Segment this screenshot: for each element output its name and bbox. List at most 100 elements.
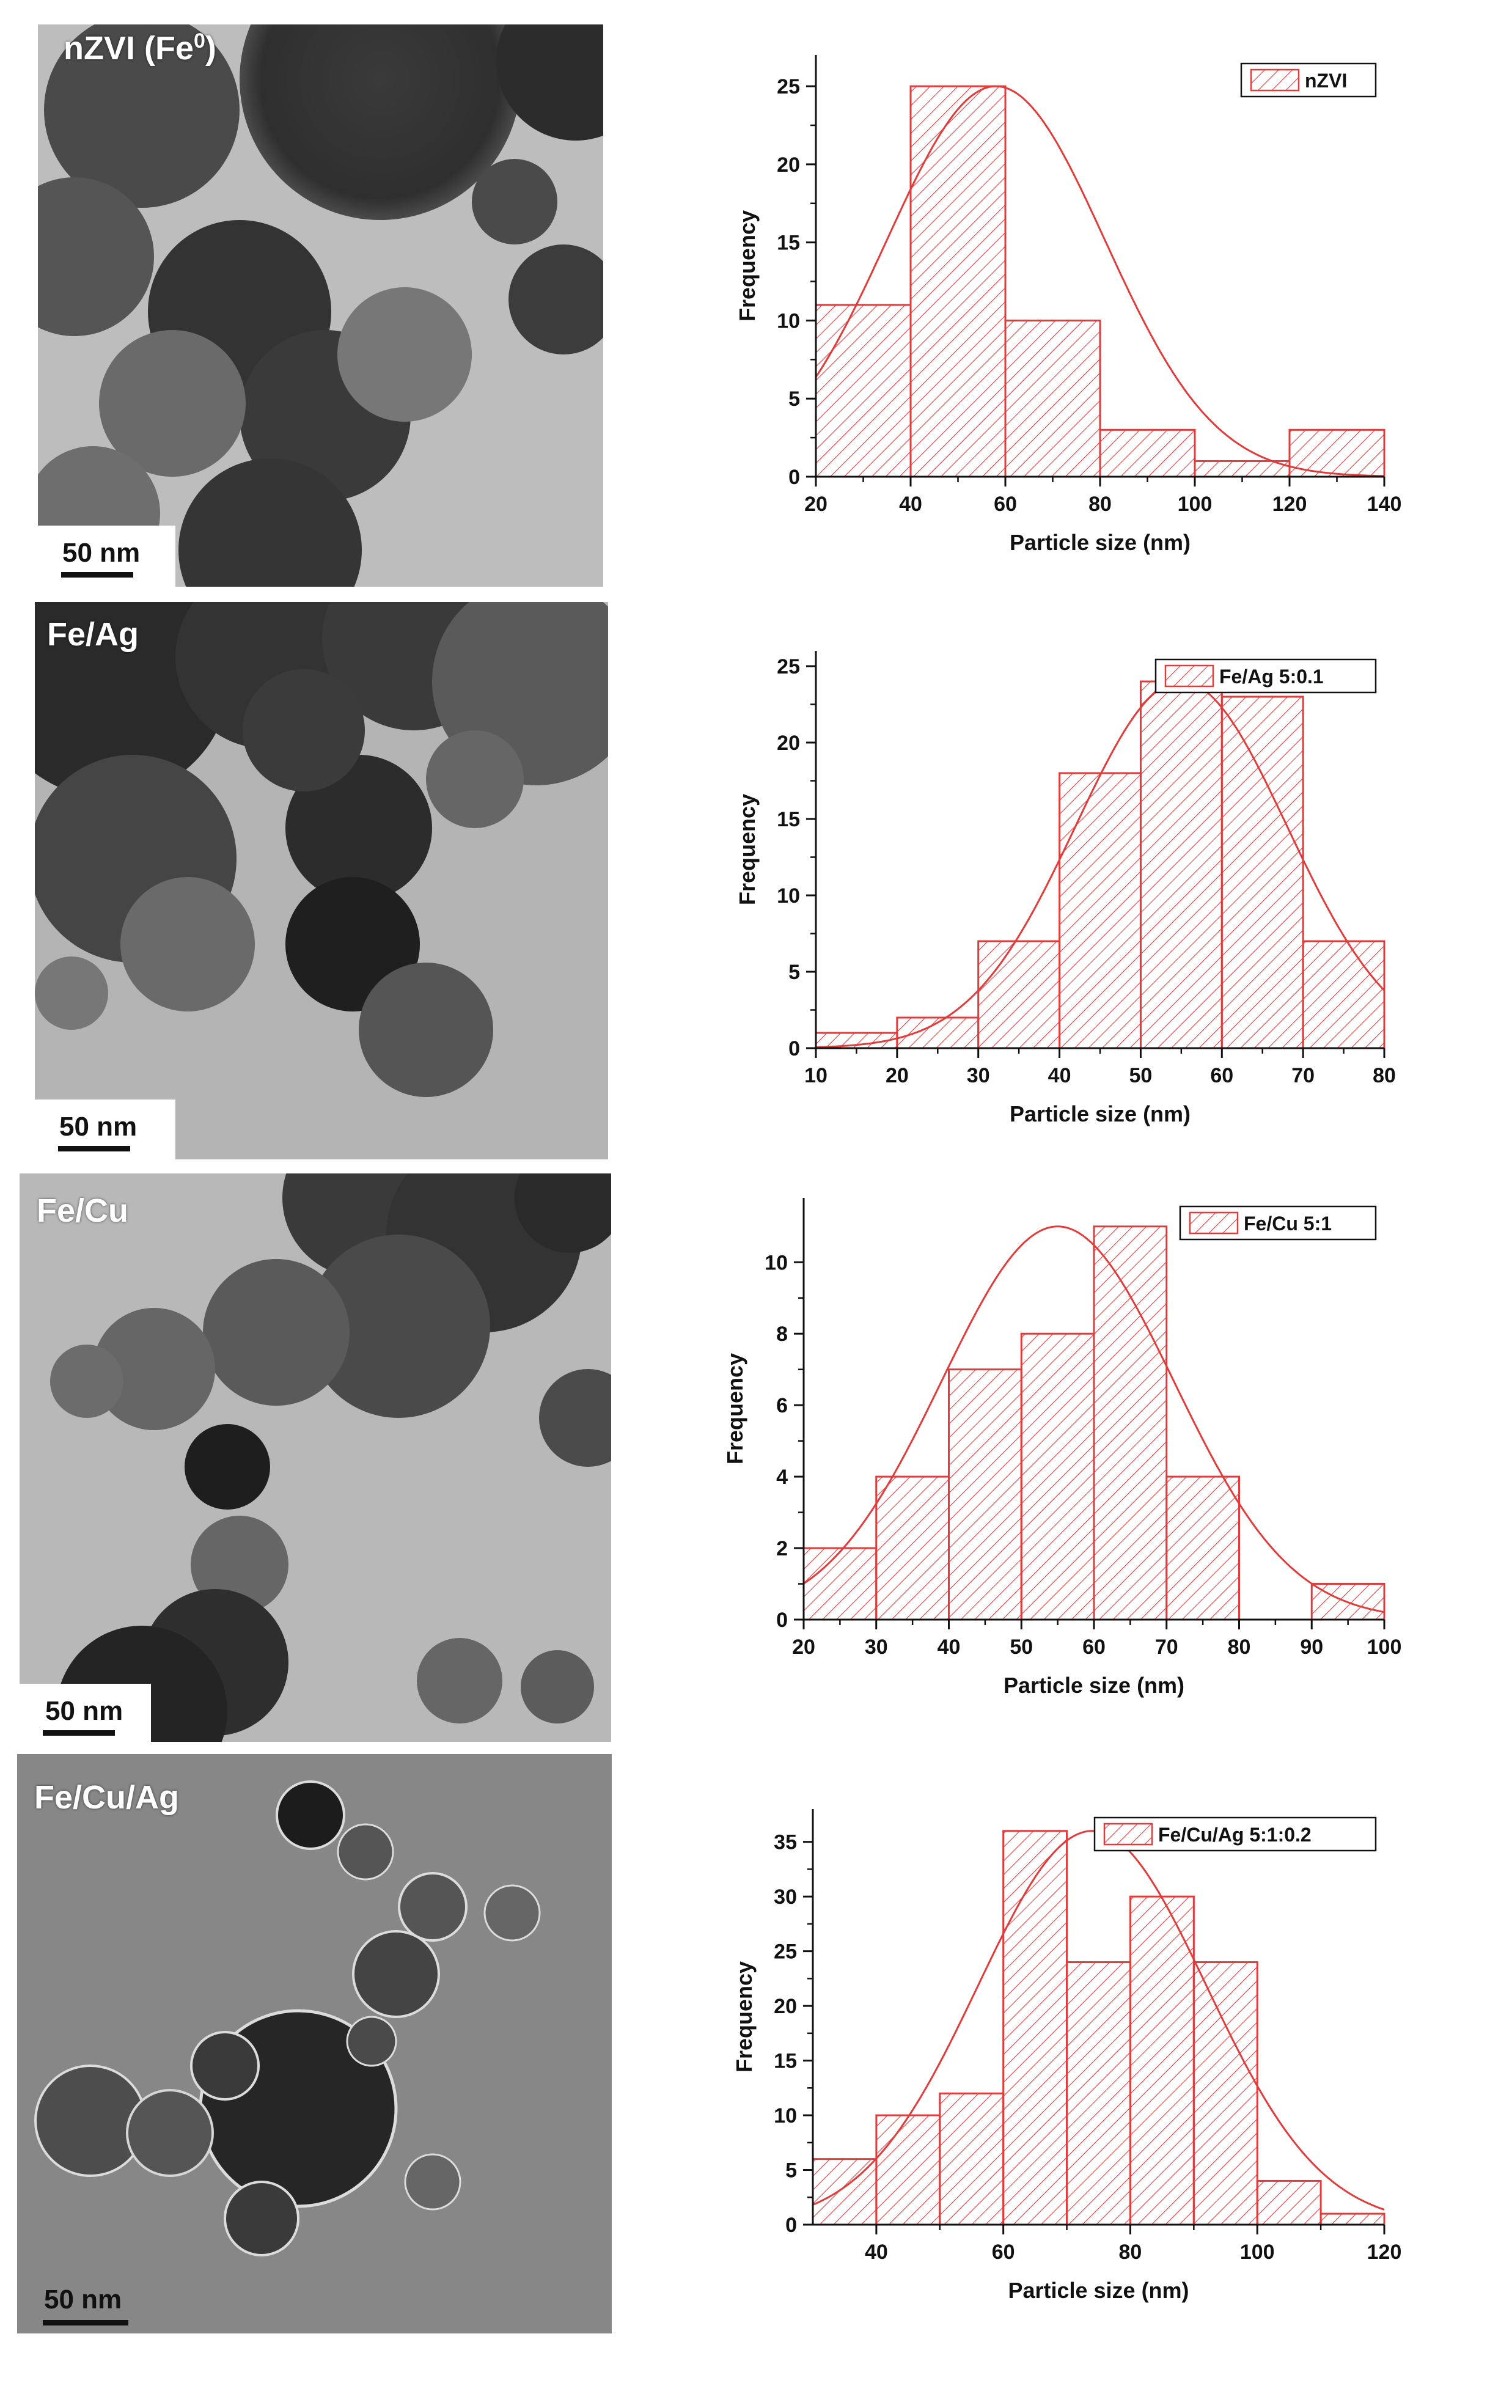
legend-swatch: [1250, 68, 1300, 92]
histogram-svg: 10 20 30 40 50 60 70 80 0 5 10 15 20 25 Particle size …: [735, 651, 1396, 1126]
y-tick-label: 25: [777, 655, 800, 678]
y-tick-label: 25: [777, 75, 800, 98]
histogram-svg: 20 40 60 80 100 120 140 0 5 10 15 20 25 Particle size…: [735, 55, 1402, 555]
y-tick-label: 20: [777, 732, 800, 755]
y-tick-label: 15: [777, 808, 800, 831]
y-tick-label: 25: [774, 1940, 797, 1964]
legend-label: nZVI: [1305, 70, 1347, 92]
y-tick-label: 8: [776, 1323, 788, 1346]
histogram-bar: [1220, 696, 1304, 1049]
x-tick-label: 140: [1367, 493, 1402, 516]
x-tick-label: 40: [865, 2241, 888, 2264]
y-tick-label: 10: [765, 1251, 788, 1274]
y-axis-label: Frequency: [732, 1961, 757, 2072]
histogram-nzvi: 20 40 60 80 100 120 140 0 5 10 15 20 25 Particle size…: [691, 49, 1473, 587]
x-tick-label: 20: [886, 1064, 909, 1087]
histogram-bar: [1093, 1225, 1168, 1621]
y-tick-label: 15: [774, 2050, 797, 2073]
x-tick-label: 60: [992, 2241, 1015, 2264]
histogram-bar: [875, 2114, 941, 2226]
y-tick-label: 6: [776, 1394, 788, 1417]
histogram-bar: [1004, 319, 1101, 478]
y-tick-label: 2: [776, 1537, 788, 1560]
y-tick-label: 5: [788, 961, 800, 984]
y-axis-label: Frequency: [735, 210, 760, 321]
tem-image-fe-ag: Fe/Ag 50 nm: [35, 602, 608, 1159]
legend-label: Fe/Cu/Ag 5:1:0.2: [1158, 1824, 1312, 1846]
x-tick-label: 120: [1367, 2241, 1402, 2264]
x-tick-label: 60: [1210, 1064, 1233, 1087]
y-tick-label: 0: [788, 1037, 800, 1060]
histogram-bar: [948, 1368, 1022, 1621]
scale-bar: 50 nm: [38, 526, 175, 587]
scale-bar-label: 50 nm: [59, 1112, 138, 1142]
x-tick-label: 90: [1300, 1635, 1323, 1659]
histogram-fe-cu-ag: 40 60 80 100 120 0 5 10 15 20 25 30 35 Particle size …: [691, 1772, 1473, 2341]
legend-label: Fe/Cu 5:1: [1244, 1213, 1332, 1235]
legend: Fe/Cu/Ag 5:1:0.2: [1093, 1816, 1377, 1852]
y-tick-label: 10: [777, 884, 800, 908]
x-tick-label: 100: [1240, 2241, 1275, 2264]
scale-bar-label: 50 nm: [62, 538, 141, 568]
x-tick-label: 80: [1119, 2241, 1142, 2264]
legend: Fe/Cu 5:1: [1179, 1205, 1377, 1241]
histogram-bar: [1129, 1895, 1195, 2226]
histogram-bar: [939, 2092, 1005, 2226]
x-tick-label: 40: [938, 1635, 961, 1659]
y-tick-label: 10: [774, 2104, 797, 2127]
scale-bar-line: [61, 572, 133, 578]
scale-bar-line: [58, 1146, 130, 1151]
histogram-svg: 40 60 80 100 120 0 5 10 15 20 25 30 35 Particle size …: [732, 1809, 1402, 2303]
y-axis-label: Frequency: [722, 1353, 747, 1464]
histogram-fe-ag: 10 20 30 40 50 60 70 80 0 5 10 15 20 25 Particle size …: [691, 630, 1473, 1149]
histogram-svg: 20 30 40 50 60 70 80 90 100 0 2 4 6 8 10 Particle size …: [722, 1198, 1401, 1698]
histogram-bar: [909, 85, 1007, 478]
y-axis-label: Frequency: [735, 794, 760, 905]
x-tick-label: 30: [967, 1064, 990, 1087]
histogram-bar: [1099, 428, 1196, 478]
y-tick-label: 4: [776, 1466, 788, 1489]
legend-swatch: [1189, 1211, 1239, 1235]
histogram-bar: [1139, 680, 1223, 1049]
y-tick-label: 20: [774, 1995, 797, 2018]
x-tick-label: 80: [1373, 1064, 1396, 1087]
micrograph-fe-cu: [20, 1173, 611, 1742]
histogram-bar: [1302, 940, 1385, 1049]
y-tick-label: 35: [774, 1831, 797, 1854]
x-tick-label: 80: [1088, 493, 1112, 516]
tem-label: nZVI (Fe0): [64, 29, 216, 67]
y-tick-label: 0: [776, 1609, 788, 1632]
tem-image-fe-cu-ag: Fe/Cu/Ag: [17, 1754, 612, 2333]
scale-bar-label-fe-cu-ag: 50 nm: [44, 2285, 122, 2314]
x-tick-label: 100: [1178, 493, 1213, 516]
micrograph-fe-ag: [35, 602, 608, 1159]
y-tick-label: 20: [777, 153, 800, 177]
x-tick-label: 30: [865, 1635, 888, 1659]
histogram-bar: [1059, 772, 1142, 1049]
x-axis-label: Particle size (nm): [1008, 2278, 1189, 2303]
y-tick-label: 0: [788, 466, 800, 489]
x-tick-label: 20: [804, 493, 828, 516]
histogram-fe-cu: 20 30 40 50 60 70 80 90 100 0 2 4 6 8 10 Particle size …: [691, 1198, 1473, 1736]
histogram-bar: [1192, 1961, 1258, 2226]
tem-label: Fe/Cu: [37, 1192, 129, 1229]
gaussian-fit-line: [803, 1225, 1385, 1613]
x-tick-label: 20: [792, 1635, 815, 1659]
scale-bar: 50 nm: [20, 1684, 151, 1742]
histogram-bar: [1066, 1961, 1131, 2226]
histogram-bar: [1194, 460, 1291, 478]
histogram-bar: [1319, 2212, 1385, 2226]
y-tick-label: 5: [788, 387, 800, 411]
tem-label: Fe/Cu/Ag: [34, 1779, 179, 1816]
y-tick-label: 0: [785, 2214, 797, 2237]
histogram-bar: [1165, 1475, 1240, 1621]
legend-swatch: [1103, 1823, 1153, 1846]
scale-bar-line-fe-cu-ag: [43, 2320, 128, 2325]
gaussian-fit-line: [815, 85, 1385, 477]
histogram-bar: [1288, 428, 1385, 478]
x-tick-label: 60: [994, 493, 1017, 516]
micrograph-fe-cu-ag: [17, 1754, 612, 2333]
y-tick-label: 10: [777, 309, 800, 332]
histogram-bar: [875, 1475, 950, 1621]
x-tick-label: 70: [1291, 1064, 1315, 1087]
